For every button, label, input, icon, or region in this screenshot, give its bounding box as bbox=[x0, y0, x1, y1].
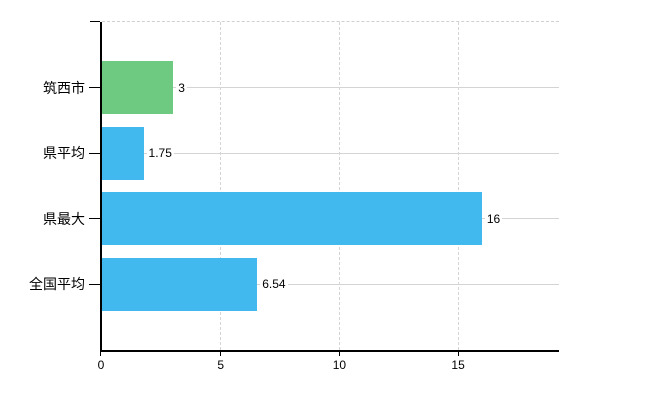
vertical-gridline bbox=[338, 22, 340, 350]
x-axis-tick-label: 15 bbox=[451, 358, 465, 372]
bar-value-label: 3 bbox=[176, 80, 187, 95]
category-label: 県最大 bbox=[43, 210, 85, 227]
bar-value-label: 6.54 bbox=[260, 277, 288, 292]
horizontal-gridline bbox=[102, 152, 559, 154]
horizontal-gridline bbox=[102, 283, 559, 285]
y-axis-tick bbox=[89, 152, 100, 154]
x-axis-tick bbox=[100, 352, 101, 356]
y-axis-top-tick bbox=[90, 21, 100, 22]
x-axis-tick bbox=[338, 352, 340, 356]
x-axis-tick-label: 5 bbox=[217, 358, 225, 372]
bar-value-label: 1.75 bbox=[146, 146, 174, 161]
plot-top-border bbox=[102, 21, 559, 22]
category-label: 筑西市 bbox=[43, 79, 85, 96]
bar-value-label: 16 bbox=[484, 211, 503, 226]
x-axis-tick-label: 0 bbox=[97, 358, 105, 372]
y-axis-tick bbox=[89, 218, 100, 220]
x-axis-tick bbox=[457, 352, 459, 356]
bar bbox=[102, 61, 174, 115]
bar bbox=[102, 192, 482, 246]
plot-area: 3 筑西市 1.75 県平均 16 県最大 6.54 全国平均 0 5 10 15 bbox=[29, 21, 559, 372]
bar bbox=[102, 257, 258, 311]
category-label: 全国平均 bbox=[29, 276, 85, 293]
y-axis-tick bbox=[89, 283, 100, 285]
category-label: 県平均 bbox=[43, 145, 85, 162]
vertical-gridline bbox=[457, 22, 459, 350]
horizontal-gridline bbox=[102, 87, 559, 89]
vertical-gridline bbox=[220, 22, 222, 350]
x-axis-tick-label: 10 bbox=[332, 358, 347, 372]
x-axis-tick bbox=[220, 352, 222, 356]
bar bbox=[102, 126, 144, 180]
y-axis-tick bbox=[89, 87, 100, 89]
